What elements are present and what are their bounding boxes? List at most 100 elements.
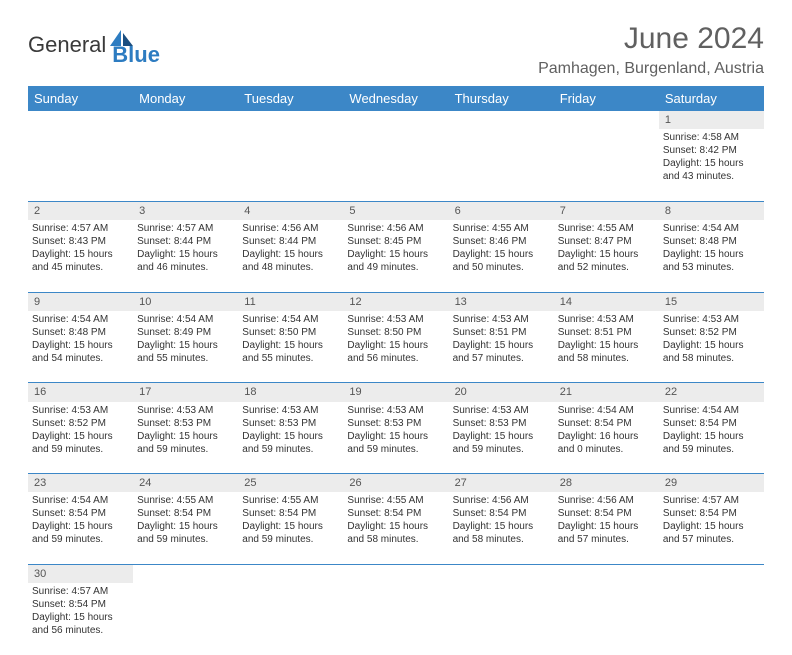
sunset-text: Sunset: 8:54 PM: [32, 598, 129, 611]
daylight-text: and 59 minutes.: [32, 533, 129, 546]
sunrise-text: Sunrise: 4:53 AM: [137, 404, 234, 417]
sunset-text: Sunset: 8:54 PM: [558, 417, 655, 430]
weekday-header: Wednesday: [343, 86, 448, 111]
day-number-cell: 23: [28, 474, 133, 493]
day-number: 27: [455, 477, 467, 489]
day-cell: [343, 129, 448, 201]
daylight-text: Daylight: 15 hours: [137, 430, 234, 443]
sunrise-text: Sunrise: 4:54 AM: [558, 404, 655, 417]
day-cell: Sunrise: 4:55 AMSunset: 8:46 PMDaylight:…: [449, 220, 554, 292]
sunset-text: Sunset: 8:52 PM: [32, 417, 129, 430]
day-number: 24: [139, 477, 151, 489]
day-number-cell: 1: [659, 111, 764, 129]
day-number-row: 30: [28, 564, 764, 583]
day-cell: [554, 583, 659, 655]
sunset-text: Sunset: 8:53 PM: [347, 417, 444, 430]
day-number: 19: [349, 386, 361, 398]
sunset-text: Sunset: 8:53 PM: [453, 417, 550, 430]
day-number-cell: 6: [449, 201, 554, 220]
sunrise-text: Sunrise: 4:53 AM: [242, 404, 339, 417]
day-number-cell: [238, 564, 343, 583]
weekday-header: Tuesday: [238, 86, 343, 111]
day-number: 21: [560, 386, 572, 398]
sunset-text: Sunset: 8:54 PM: [242, 507, 339, 520]
day-number-cell: [554, 564, 659, 583]
day-cell: [343, 583, 448, 655]
day-number: 22: [665, 386, 677, 398]
day-number-cell: [343, 111, 448, 129]
sunrise-text: Sunrise: 4:55 AM: [137, 494, 234, 507]
sunset-text: Sunset: 8:53 PM: [242, 417, 339, 430]
daylight-text: Daylight: 15 hours: [663, 339, 760, 352]
sunrise-text: Sunrise: 4:56 AM: [242, 222, 339, 235]
sunrise-text: Sunrise: 4:54 AM: [137, 313, 234, 326]
day-number-cell: 22: [659, 383, 764, 402]
day-number: 3: [139, 205, 145, 217]
day-cell: Sunrise: 4:53 AMSunset: 8:53 PMDaylight:…: [133, 402, 238, 474]
sunrise-text: Sunrise: 4:57 AM: [663, 494, 760, 507]
day-cell: Sunrise: 4:55 AMSunset: 8:54 PMDaylight:…: [238, 492, 343, 564]
day-number-cell: [343, 564, 448, 583]
title-block: June 2024 Pamhagen, Burgenland, Austria: [538, 22, 764, 78]
day-number: 10: [139, 296, 151, 308]
day-content-row: Sunrise: 4:54 AMSunset: 8:48 PMDaylight:…: [28, 311, 764, 383]
daylight-text: and 59 minutes.: [32, 443, 129, 456]
sunrise-text: Sunrise: 4:54 AM: [32, 313, 129, 326]
day-number-cell: 4: [238, 201, 343, 220]
day-number: 30: [34, 568, 46, 580]
sunrise-text: Sunrise: 4:57 AM: [32, 222, 129, 235]
daylight-text: and 59 minutes.: [453, 443, 550, 456]
day-number: 18: [244, 386, 256, 398]
brand-name-2: Blue: [112, 42, 160, 67]
daylight-text: Daylight: 15 hours: [242, 339, 339, 352]
day-number-cell: 3: [133, 201, 238, 220]
day-cell: Sunrise: 4:58 AMSunset: 8:42 PMDaylight:…: [659, 129, 764, 201]
day-cell: Sunrise: 4:54 AMSunset: 8:50 PMDaylight:…: [238, 311, 343, 383]
location-subtitle: Pamhagen, Burgenland, Austria: [538, 60, 764, 78]
day-cell: Sunrise: 4:56 AMSunset: 8:45 PMDaylight:…: [343, 220, 448, 292]
daylight-text: Daylight: 15 hours: [347, 248, 444, 261]
daylight-text: Daylight: 16 hours: [558, 430, 655, 443]
daylight-text: Daylight: 15 hours: [137, 520, 234, 533]
day-cell: Sunrise: 4:54 AMSunset: 8:54 PMDaylight:…: [659, 402, 764, 474]
day-number-cell: 8: [659, 201, 764, 220]
daylight-text: and 59 minutes.: [137, 533, 234, 546]
sunset-text: Sunset: 8:42 PM: [663, 144, 760, 157]
brand-name-1: General: [28, 32, 106, 58]
day-cell: Sunrise: 4:54 AMSunset: 8:54 PMDaylight:…: [28, 492, 133, 564]
daylight-text: Daylight: 15 hours: [32, 339, 129, 352]
day-number-cell: [449, 111, 554, 129]
daylight-text: and 56 minutes.: [32, 624, 129, 637]
sunset-text: Sunset: 8:54 PM: [663, 507, 760, 520]
day-cell: Sunrise: 4:54 AMSunset: 8:48 PMDaylight:…: [659, 220, 764, 292]
sunrise-text: Sunrise: 4:55 AM: [558, 222, 655, 235]
day-number: 13: [455, 296, 467, 308]
daylight-text: and 53 minutes.: [663, 261, 760, 274]
day-number-cell: 25: [238, 474, 343, 493]
weekday-header: Monday: [133, 86, 238, 111]
daylight-text: Daylight: 15 hours: [663, 157, 760, 170]
daylight-text: and 45 minutes.: [32, 261, 129, 274]
daylight-text: Daylight: 15 hours: [663, 248, 760, 261]
sunrise-text: Sunrise: 4:54 AM: [32, 494, 129, 507]
daylight-text: Daylight: 15 hours: [558, 520, 655, 533]
day-number: 11: [244, 296, 255, 308]
day-number-cell: 19: [343, 383, 448, 402]
sunrise-text: Sunrise: 4:53 AM: [347, 313, 444, 326]
sunset-text: Sunset: 8:50 PM: [242, 326, 339, 339]
weekday-header: Friday: [554, 86, 659, 111]
sunset-text: Sunset: 8:54 PM: [137, 507, 234, 520]
day-number-cell: 13: [449, 292, 554, 311]
day-number-cell: 24: [133, 474, 238, 493]
daylight-text: Daylight: 15 hours: [558, 339, 655, 352]
day-cell: Sunrise: 4:53 AMSunset: 8:53 PMDaylight:…: [449, 402, 554, 474]
day-content-row: Sunrise: 4:57 AMSunset: 8:54 PMDaylight:…: [28, 583, 764, 655]
day-number-cell: 7: [554, 201, 659, 220]
daylight-text: and 59 minutes.: [663, 443, 760, 456]
sunrise-text: Sunrise: 4:53 AM: [32, 404, 129, 417]
daylight-text: and 50 minutes.: [453, 261, 550, 274]
day-number-cell: 11: [238, 292, 343, 311]
brand-logo: General Blue: [28, 22, 160, 68]
daylight-text: Daylight: 15 hours: [558, 248, 655, 261]
day-number-cell: 15: [659, 292, 764, 311]
